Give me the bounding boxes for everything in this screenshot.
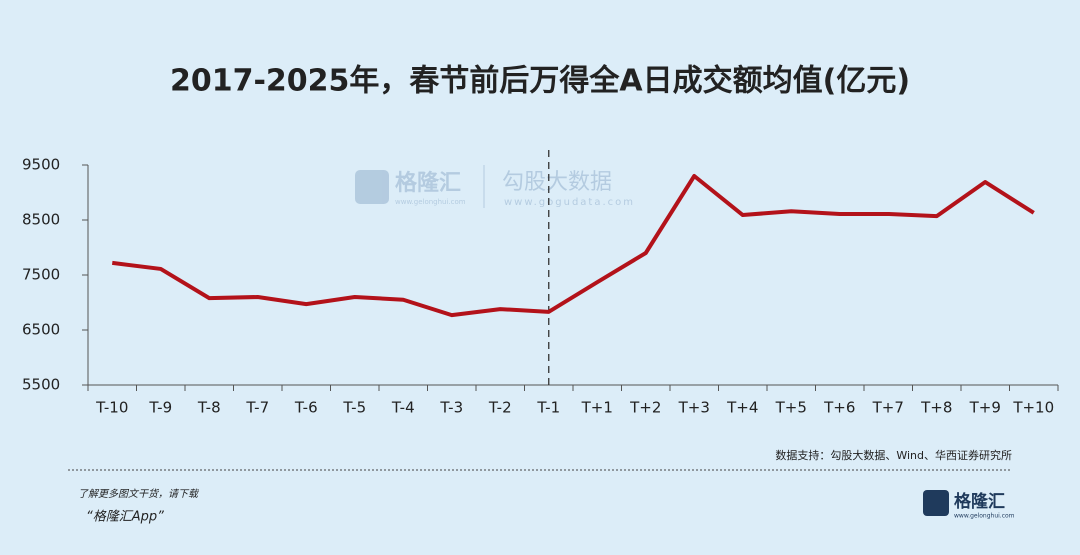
x-tick-label: T+5 [775,399,807,417]
line [112,174,1035,318]
watermark-data: 勾股大数据 [502,170,612,195]
x-tick-label: T-4 [391,399,415,417]
source: 数据支持：勾股大数据、Wind、华西证券研究所 [775,448,1012,462]
x-tick-label: T-5 [342,399,366,417]
watermark-url: www.gelonghui.com [395,198,466,206]
y-tick-label: 7500 [22,266,60,284]
x-tick-label: T+10 [1012,399,1054,417]
x-tick-label: T-2 [488,399,512,417]
watermark-icon [355,170,389,204]
x-tick-label: T+4 [726,399,758,417]
watermark-brand: 格隆汇 [395,170,461,196]
footer-logo: 格隆汇 [954,491,1005,512]
x-tick-label: T-7 [245,399,269,417]
watermark: 格隆汇 www.gelonghui.com 勾股大数据 www.gogudata… [355,165,635,208]
x-tick-label: T+6 [823,399,855,417]
x-tick-label: T+1 [581,399,613,417]
x-tick-label: T+9 [969,399,1001,417]
footer-app: “格隆汇App” [86,510,164,525]
footer-text: 了解更多图文干货，请下载 [78,488,200,500]
y-tick-label: 9500 [22,156,60,174]
y-tick-label: 5500 [22,376,60,394]
x-tick-label: T-8 [197,399,221,417]
x-tick-label: T+2 [629,399,661,417]
x-tick-label: T+8 [920,399,952,417]
y-tick-label: 8500 [22,211,60,229]
footer-logo-url: www.gelonghui.com [954,513,1015,520]
x-tick-label: T-3 [439,399,463,417]
x-tick-label: T+7 [872,399,904,417]
x-tick-label: T-6 [294,399,318,417]
x-tick-label: T-10 [95,399,128,417]
x-tick-label: T+3 [678,399,710,417]
watermark-data-url: www.gogudata.com [504,197,635,208]
footer-logo-icon [923,490,949,516]
x-tick-label: T-9 [148,399,172,417]
chart-title: 2017-2025年，春节前后万得全A日成交额均值(亿元) [170,64,910,99]
y-tick-label: 6500 [22,321,60,339]
x-tick-label: T-1 [536,399,560,417]
